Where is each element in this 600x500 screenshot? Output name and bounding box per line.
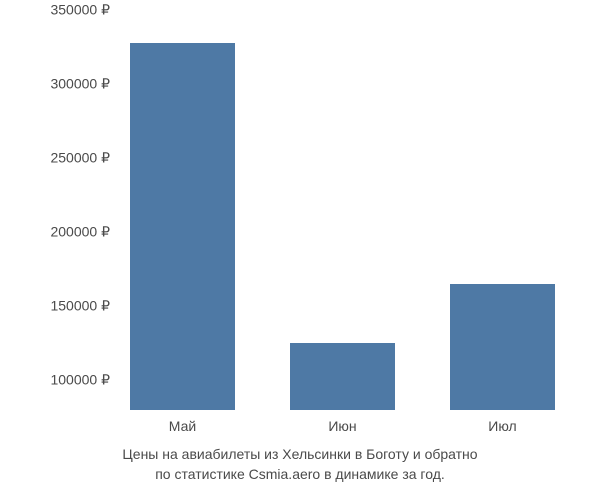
y-tick-label: 250000 ₽ [50, 150, 110, 167]
x-tick-label: Май [169, 418, 196, 434]
x-tick-label: Июн [328, 418, 356, 434]
y-tick-label: 100000 ₽ [50, 372, 110, 389]
y-tick-label: 150000 ₽ [50, 298, 110, 315]
y-tick-label: 350000 ₽ [50, 2, 110, 19]
y-tick-label: 300000 ₽ [50, 76, 110, 93]
chart-caption: Цены на авиабилеты из Хельсинки в Боготу… [0, 445, 600, 484]
caption-line-2: по статистике Csmia.aero в динамике за г… [0, 465, 600, 485]
bar [450, 284, 555, 410]
bar [290, 343, 395, 410]
bar [130, 43, 235, 410]
y-tick-label: 200000 ₽ [50, 224, 110, 241]
price-chart: Цены на авиабилеты из Хельсинки в Боготу… [0, 0, 600, 500]
caption-line-1: Цены на авиабилеты из Хельсинки в Боготу… [0, 445, 600, 465]
plot-area [100, 10, 580, 410]
x-tick-label: Июл [488, 418, 516, 434]
